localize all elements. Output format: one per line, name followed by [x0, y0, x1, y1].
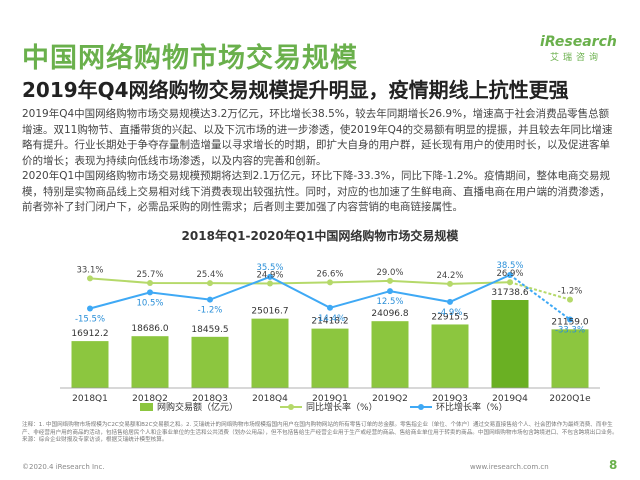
bar-2018Q4: [251, 318, 289, 388]
logo-chinese-name: 艾瑞咨询: [549, 53, 602, 63]
series-value-label-1: 38.5%: [496, 261, 523, 271]
series-value-label-0: -1.2%: [558, 287, 583, 297]
bar-value-label: 18459.5: [191, 325, 228, 335]
legend-swatch-bar: [140, 403, 153, 411]
series-point-0: [207, 280, 213, 287]
bar-value-label: 31738.6: [491, 288, 528, 298]
chart-legend: 网购交易额（亿元） 同比增长率（%） 环比增长率（%）: [140, 401, 508, 413]
series-value-label-1: 10.5%: [136, 298, 163, 308]
series-line-forecast-1: [509, 274, 571, 321]
legend-point-qoq: [418, 404, 424, 410]
bar-value-label: 24096.8: [371, 309, 408, 319]
logo-brand-prefix: i: [540, 34, 545, 50]
series-point-1: [207, 296, 213, 303]
series-value-label-0: 29.0%: [376, 268, 403, 278]
series-point-0: [507, 279, 513, 286]
series-value-label-0: 25.7%: [136, 270, 163, 280]
legend-point-yoy: [288, 404, 294, 410]
market-size-chart: 16912.2 18686.0 18459.5 25016.7 21418.2 24096…: [60, 261, 600, 413]
notes-line-2: 来源：综合企业财报及专家访谈，根据艾瑞统计模型核算。: [22, 437, 168, 444]
chart-notes: 注释：1. 中国网络购物市场规模为C2C交易额和B2C交易额之和。2. 艾瑞统计…: [22, 422, 618, 445]
series-value-label-1: 12.5%: [376, 297, 403, 307]
series-line-1: [89, 274, 511, 310]
series-point-1: [567, 316, 573, 323]
bar-value-label: 16912.2: [71, 329, 108, 339]
series-value-label-1: -4.9%: [438, 308, 463, 318]
series-point-0: [387, 277, 393, 284]
series-value-label-1: -14.4%: [315, 314, 345, 324]
x-tick-label: 2020Q1e: [549, 394, 591, 404]
x-tick-label: 2019Q1: [312, 394, 348, 404]
series-value-label-0: 26.9%: [496, 269, 523, 279]
legend-label-yoy: 同比增长率（%）: [306, 401, 378, 413]
bar-group: [71, 300, 589, 388]
series-value-label-0: 33.1%: [76, 265, 103, 275]
bar-2018Q2: [131, 336, 169, 388]
series-value-label-1: -15.5%: [75, 314, 105, 324]
page-subtitle: 2019年Q4网络购物交易规模提升明显，疫情期线上抗性更强: [22, 78, 569, 102]
notes-line-1: 注释：1. 中国网络购物市场规模为C2C交易额和B2C交易额之和。2. 艾瑞统计…: [22, 422, 618, 436]
series-value-label-1: -1.2%: [198, 306, 223, 316]
body-text: 2019年Q4中国网络购物市场交易规模达3.2万亿元，环比增长38.5%，较去年…: [22, 107, 618, 216]
logo-brand: iResearch: [540, 34, 617, 50]
series-line-0: [89, 277, 511, 285]
chart-title: 2018年Q1-2020年Q1中国网络购物市场交易规模: [181, 229, 459, 243]
series-point-0: [447, 280, 453, 287]
series-point-1: [387, 288, 393, 295]
x-tick-label: 2019Q3: [432, 394, 468, 404]
bar-2018Q3: [191, 336, 229, 388]
bar-value-label: 21159.0: [551, 317, 588, 327]
x-tick-label: 2019Q4: [492, 394, 528, 404]
legend-label-bar: 网购交易额（亿元）: [157, 401, 238, 413]
series-point-0: [147, 279, 153, 286]
bar-2019Q4: [491, 300, 529, 388]
series-point-0: [267, 280, 273, 287]
series-point-1: [87, 305, 93, 312]
series-line-forecast-0: [509, 281, 571, 301]
series-value-label-0: 24.2%: [436, 271, 463, 281]
bar-2019Q1: [311, 328, 349, 388]
series-point-1: [447, 298, 453, 305]
series-value-label-0: 26.6%: [316, 269, 343, 279]
x-axis: 2018Q1 2018Q2 2018Q3 2018Q4 2019Q1 2019Q2 2019…: [60, 387, 600, 404]
x-tick-label: 2018Q4: [252, 394, 288, 404]
x-tick-label: 2018Q2: [132, 394, 168, 404]
label-group: 16912.2 18686.0 18459.5 25016.7 21418.2 24096…: [71, 261, 588, 339]
legend-label-qoq: 环比增长率（%）: [436, 401, 508, 413]
page-number: 8: [609, 458, 618, 472]
series-point-1: [147, 289, 153, 296]
footer-website[interactable]: www.iresearch.com.cn: [470, 463, 549, 471]
x-tick-label: 2018Q1: [72, 394, 108, 404]
footer-copyright: ©2020.4 iResearch Inc.: [22, 463, 105, 471]
line-group: [87, 272, 573, 323]
bar-value-label: 25016.7: [251, 307, 288, 317]
series-point-0: [567, 296, 573, 303]
x-tick-label: 2019Q2: [372, 394, 408, 404]
iresearch-logo: iResearch 艾瑞咨询: [540, 34, 617, 63]
body-paragraph-2: 2020年Q1中国网络购物市场交易规模预期将达到2.1万亿元，环比下降-33.3…: [22, 170, 610, 213]
bar-value-label: 18686.0: [131, 324, 168, 334]
body-paragraph-1: 2019年Q4中国网络购物市场交易规模达3.2万亿元，环比增长38.5%，较去年…: [22, 108, 613, 167]
x-tick-label: 2018Q3: [192, 394, 228, 404]
series-point-0: [87, 275, 93, 282]
logo-brand-text: Research: [544, 34, 617, 50]
series-point-1: [327, 304, 333, 311]
series-point-1: [267, 273, 273, 280]
bar-2019Q2: [371, 321, 409, 388]
page-title: 中国网络购物市场交易规模: [22, 43, 358, 74]
bar-2019Q3: [431, 324, 469, 388]
bar-2020Q1e: [551, 329, 589, 388]
bar-value-label: 21418.2: [311, 317, 348, 327]
series-value-label-1: -33.3%: [555, 326, 585, 336]
bar-value-label: 22915.5: [431, 312, 468, 322]
series-value-label-0: 24.9%: [256, 270, 283, 280]
series-point-1: [507, 272, 513, 279]
bar-2018Q1: [71, 341, 109, 388]
series-value-label-1: 35.5%: [256, 263, 283, 273]
series-point-0: [327, 279, 333, 286]
series-value-label-0: 25.4%: [196, 270, 223, 280]
